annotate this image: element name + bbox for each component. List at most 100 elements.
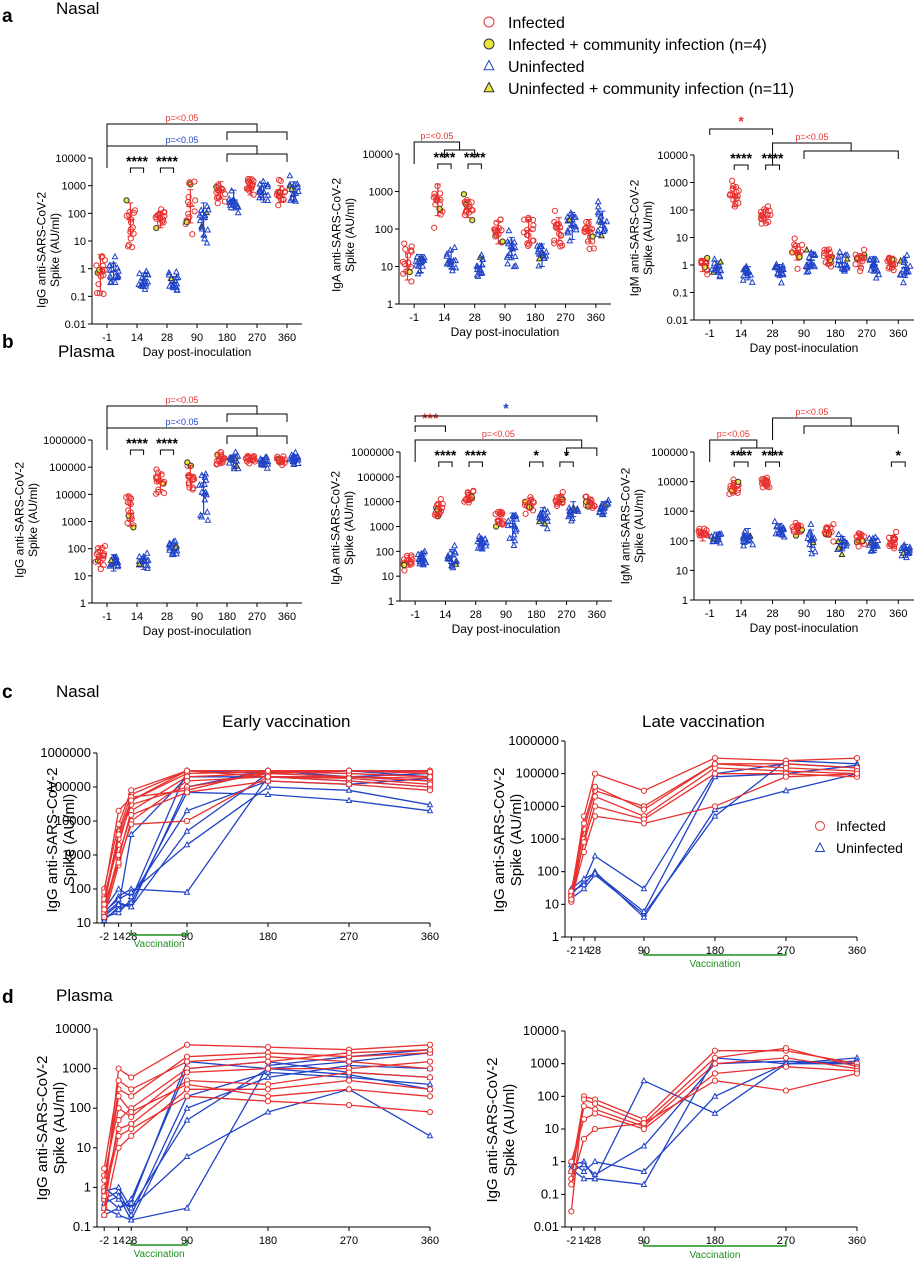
data-point-uninfected [872,274,880,281]
data-point-uninfected [105,261,113,269]
uninfected-point [127,902,135,910]
data-point-uninfected [451,243,459,250]
x-tick-label: -2 [99,931,109,943]
data-point-infected [522,510,529,518]
data-point-infected [469,207,476,214]
data-point-uninfected [803,246,811,253]
data-point-uninfected [802,262,810,269]
data-point-uninfected [234,208,242,216]
data-point-uninfected [505,226,513,234]
x-tick-label: 14 [735,328,747,340]
x-tick-label: 180 [826,328,844,340]
data-point-uninfected [512,262,520,269]
significance-bracket [709,128,774,135]
infected-point [345,1077,353,1084]
data-point-uninfected [141,285,149,292]
x-tick-label: 180 [218,332,236,344]
data-point-infected [557,243,564,250]
pvalue-bracket [566,447,598,456]
y-tick-label: 0.1 [71,291,86,303]
data-point-infected [493,219,500,226]
data-point-uninfected [779,261,787,269]
panel-letter-c: c [2,682,13,703]
data-point-uninfected [804,267,812,274]
infected-point [115,1077,122,1084]
data-point-infected [95,281,102,288]
infected-point [853,770,861,777]
data-point-uninfected [291,448,299,456]
infected-point [426,787,434,794]
uninfected-point [591,1157,599,1165]
infected-point [782,1054,790,1062]
infected-point [183,777,191,785]
data-point-uninfected [144,270,152,278]
infected-point [711,803,719,810]
data-point-uninfected [749,540,757,548]
data-point-infected [405,259,412,266]
data-point-infected [498,509,505,516]
uninfected-point [640,913,648,920]
significance-stars: **** [126,153,148,169]
data-point-uninfected [264,191,272,198]
infected-point [711,1070,719,1077]
data-point-infected [491,226,498,233]
panel-letter-d: d [2,987,14,1008]
x-axis-label: Day post-inoculation [143,624,252,638]
x-tick-label: 90 [500,609,512,621]
data-point-uninfected [867,536,875,544]
infected-point [591,783,599,790]
y-axis-label-line: IgA anti-SARS-CoV-2 [329,178,343,292]
x-tick-label: 90 [191,611,203,623]
data-point-infected [407,247,415,254]
data-point-infected [276,192,283,199]
data-point-uninfected [203,239,211,246]
data-point-uninfected [195,481,203,488]
data-point-infected [586,245,593,252]
data-point-uninfected [566,506,574,514]
x-tick-label: 180 [826,608,844,620]
legend-label: Infected [508,15,565,32]
infected-point [264,1081,272,1088]
infected-point [128,1120,135,1128]
data-point-infected [400,270,407,277]
y-axis-label: IgG anti-SARS-CoV-2Spike (AU/ml) [484,1057,518,1202]
data-point-uninfected [808,549,816,557]
y-tick-label: 10 [545,896,559,911]
data-point-infected [192,197,199,204]
significance-bracket [468,461,483,467]
data-point-uninfected [807,520,815,527]
data-point-infected [409,556,416,563]
infected-point [426,1108,434,1116]
legend-label: Uninfected [508,59,585,76]
vaccination-bracket [130,1240,188,1246]
uninfected-point [115,908,122,916]
data-point-uninfected [256,180,264,187]
data-point-uninfected [543,524,551,532]
data-point-uninfected [867,266,875,273]
vaccination-label: Vaccination [689,959,740,970]
uninfected-point [711,1092,719,1099]
y-tick-label: 10000 [363,497,394,509]
data-point-infected [128,515,135,523]
data-point-infected [101,542,109,550]
data-point-uninfected [264,180,272,188]
data-point-infected [581,228,588,236]
x-tick-label: 14 [438,312,450,324]
x-tick-label: 14 [131,611,143,623]
x-tick-label: 14 [578,945,590,957]
data-point-uninfected [135,560,143,567]
data-point-uninfected [225,195,233,202]
y-tick-label: 100 [670,205,688,217]
data-point-infected [888,264,896,271]
x-tick-label: 270 [557,609,575,621]
infected-point [640,1120,648,1127]
data-point-uninfected [805,529,813,537]
uninfected-point [580,1174,588,1182]
y-axis-label: IgG anti-SARS-CoV-2Spike (AU/ml) [12,462,40,578]
y-tick-label: 100 [68,208,86,220]
data-point-infected [857,267,864,275]
y-tick-label: 1000 [370,522,394,534]
data-point-uninfected [421,556,429,564]
data-point-infected [758,214,765,221]
infected-line [103,770,431,907]
